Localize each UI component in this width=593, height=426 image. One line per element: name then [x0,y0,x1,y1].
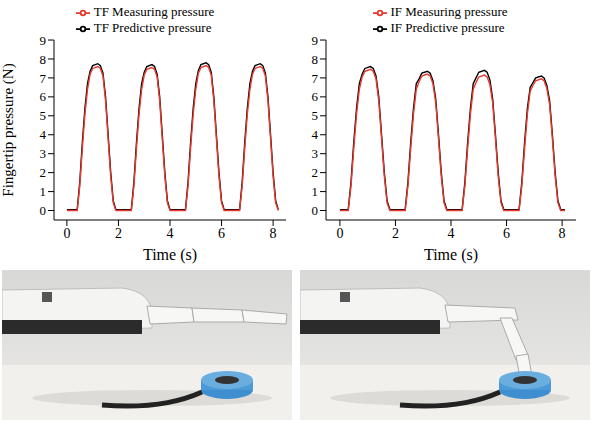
svg-text:4: 4 [312,127,319,142]
svg-text:Time (s): Time (s) [143,246,197,264]
svg-text:7: 7 [312,71,319,86]
svg-text:5: 5 [312,108,319,123]
svg-text:5: 5 [40,108,47,123]
svg-text:2: 2 [392,226,399,241]
svg-text:2: 2 [40,165,47,180]
svg-text:6: 6 [503,226,510,241]
svg-text:Time (s): Time (s) [424,246,478,264]
svg-text:0: 0 [336,226,343,241]
svg-text:0: 0 [63,226,70,241]
svg-text:6: 6 [40,89,47,104]
svg-text:3: 3 [312,146,319,161]
svg-text:3: 3 [40,146,47,161]
svg-text:2: 2 [312,165,319,180]
svg-text:4: 4 [448,226,455,241]
svg-text:8: 8 [312,52,319,67]
svg-text:0: 0 [312,203,319,218]
svg-text:7: 7 [40,71,47,86]
svg-text:9: 9 [312,33,319,48]
svg-text:4: 4 [167,226,174,241]
html-text:TF Measuring pressure: TF Measuring pressure [93,4,215,19]
html-text:IF Measuring pressure: IF Measuring pressure [390,4,508,19]
html-text:IF Predictive pressure: IF Predictive pressure [390,20,505,35]
svg-text:9: 9 [40,33,47,48]
svg-text:8: 8 [270,226,277,241]
svg-text:2: 2 [115,226,122,241]
svg-text:Fingertip pressure (N): Fingertip pressure (N) [0,63,17,196]
svg-text:6: 6 [312,89,319,104]
svg-text:1: 1 [40,184,47,199]
svg-text:0: 0 [40,203,47,218]
svg-text:8: 8 [559,226,566,241]
svg-text:8: 8 [40,52,47,67]
html-text:TF Predictive pressure: TF Predictive pressure [93,20,212,35]
svg-text:6: 6 [218,226,225,241]
svg-text:4: 4 [40,127,47,142]
svg-text:1: 1 [312,184,319,199]
